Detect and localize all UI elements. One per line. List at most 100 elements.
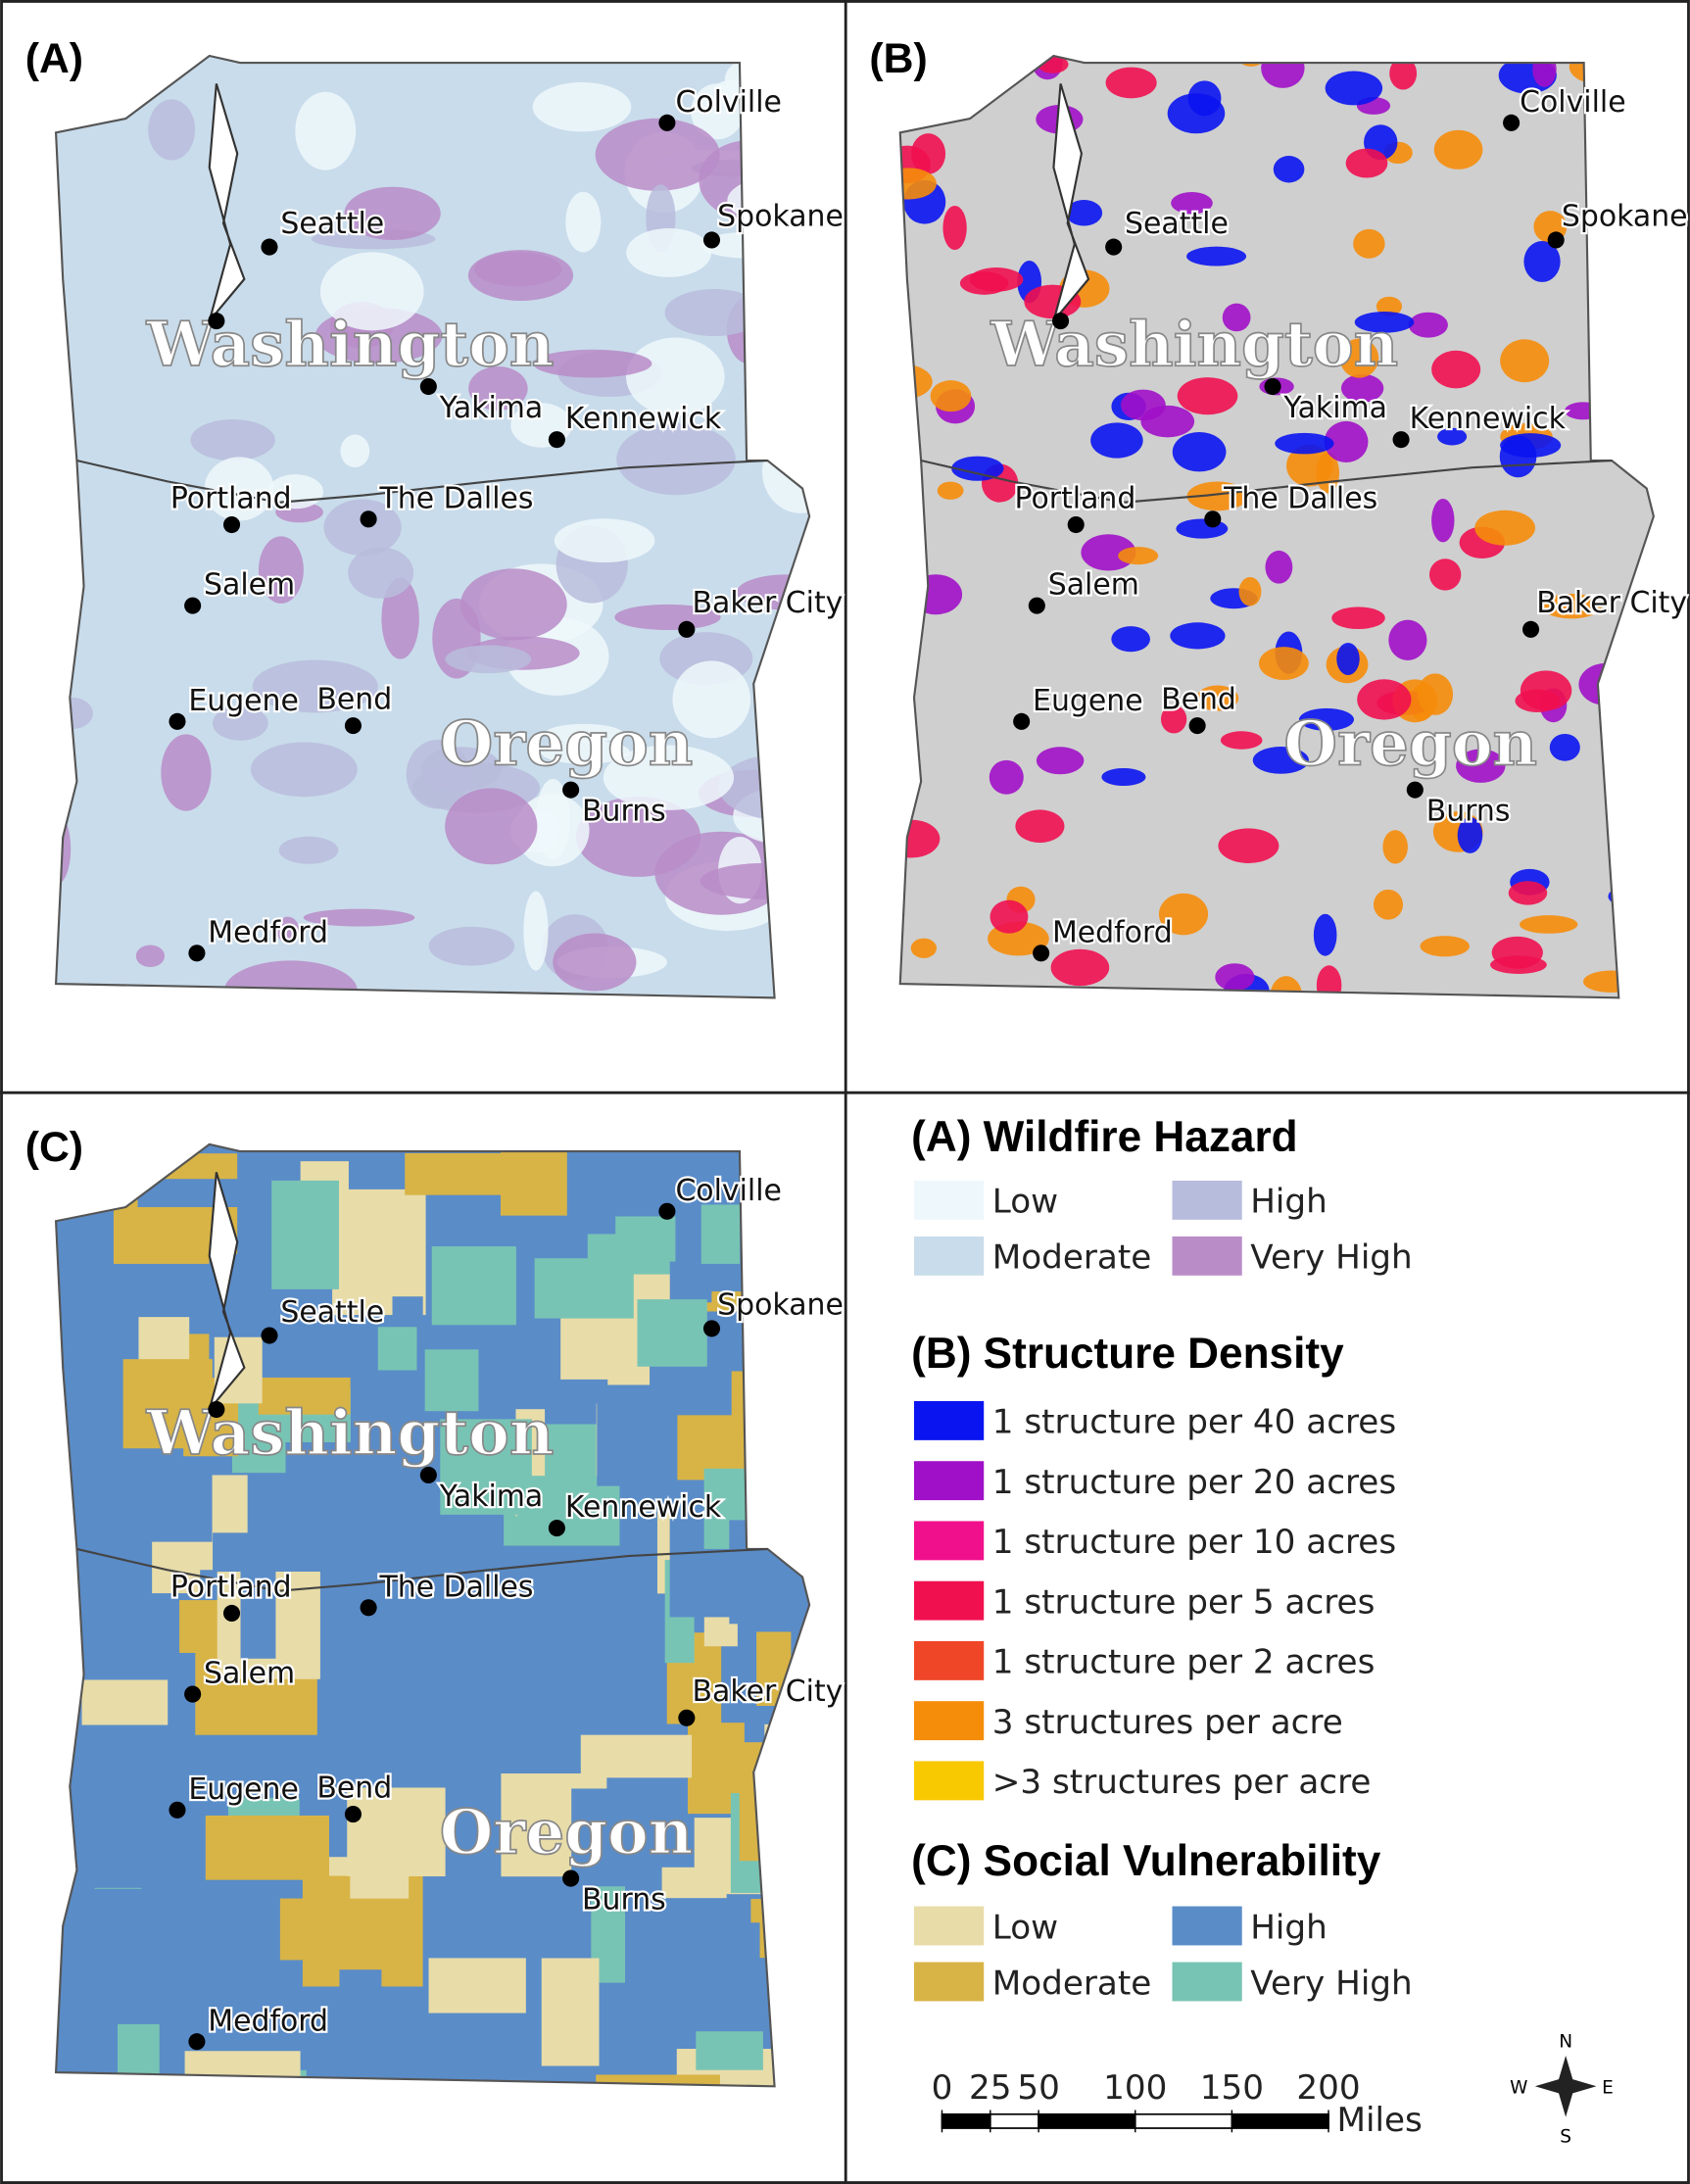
map-region: [1499, 435, 1537, 478]
map-region: [1569, 55, 1629, 85]
map-region: [1610, 326, 1654, 369]
legend-swatch: [1172, 1906, 1242, 1946]
puget-sound: [1052, 83, 1090, 322]
scale-segment: [1038, 2112, 1136, 2129]
compass-s: S: [1560, 2126, 1571, 2147]
city-label: Eugene: [188, 684, 299, 718]
map-region: [1298, 707, 1354, 731]
map-region: [1417, 673, 1454, 715]
legend-label: Low: [992, 1908, 1058, 1947]
state-outline: [898, 54, 1655, 999]
map-region: [696, 2031, 763, 2070]
map-region: [1340, 373, 1384, 403]
legend-swatch: [914, 1580, 985, 1621]
map-region: [718, 753, 810, 821]
map-region: [1118, 547, 1159, 565]
map-region: [258, 536, 304, 604]
scale-segment: [989, 2112, 1039, 2129]
map-region: [951, 456, 1004, 481]
legend-label: High: [1250, 1183, 1328, 1222]
map-region: [949, 62, 1003, 95]
map: (A) Washington Oregon Colville Spokane Seattl…: [25, 35, 845, 999]
legend-swatch: [914, 1906, 985, 1946]
map-region: [899, 364, 933, 400]
city-label: Baker City: [693, 586, 844, 620]
map-region: [1520, 670, 1572, 711]
state-border: [76, 459, 768, 504]
state-border: [76, 1547, 768, 1592]
city-label: Portland: [1015, 481, 1136, 515]
map-region: [1186, 481, 1248, 511]
compass-e: E: [1602, 2077, 1614, 2098]
map-region: [909, 574, 963, 615]
scale-label: 25: [969, 2068, 1011, 2108]
map-fill: [56, 1143, 810, 2087]
map-region: [664, 289, 764, 337]
city-label: Colville: [675, 1174, 781, 1208]
city-dot: [678, 1709, 696, 1726]
map-region: [303, 908, 415, 927]
state-border: [920, 459, 1613, 504]
map-region: [1132, 991, 1176, 998]
map-region: [454, 2024, 555, 2087]
map-region: [1541, 593, 1602, 619]
map-region: [252, 659, 378, 713]
map-region: [1431, 350, 1481, 389]
map-region: [1357, 679, 1412, 720]
map-region: [1325, 71, 1383, 106]
map-region: [1324, 420, 1369, 462]
map-region: [1177, 377, 1238, 415]
map-region: [1500, 339, 1550, 383]
map-region: [989, 759, 1024, 795]
map-region: [377, 1327, 417, 1371]
state-label: Washington: [990, 308, 1398, 380]
puget-sound: [208, 1172, 246, 1411]
map-region: [1474, 510, 1535, 546]
city-label: Bend: [316, 683, 392, 717]
city-label: Medford: [208, 915, 328, 949]
compass-w: W: [1510, 2077, 1527, 2098]
city-label: Bend: [1161, 683, 1236, 717]
map-region: [1433, 129, 1483, 170]
map-region: [424, 1349, 479, 1412]
map-region: [1373, 889, 1404, 920]
map-region: [1408, 312, 1448, 338]
legend-label: 1 structure per 10 acres: [992, 1523, 1396, 1562]
map-region: [1345, 148, 1388, 178]
city-dot: [548, 431, 565, 449]
legend-label: Moderate: [992, 1964, 1152, 2003]
map: (C) Washington Oregon Colville Spokane Seattl…: [25, 1124, 845, 2088]
state-label: Washington: [146, 1396, 555, 1469]
map-region: [428, 1958, 526, 2014]
map-region: [616, 422, 736, 496]
map-region: [899, 819, 941, 858]
city-label: Salem: [1048, 568, 1139, 603]
map-region: [223, 960, 358, 998]
legend-swatch: [914, 1400, 985, 1440]
legend-label: Moderate: [992, 1238, 1152, 1278]
map-region: [295, 91, 357, 170]
city-dot: [261, 238, 278, 256]
city-dot: [419, 1466, 437, 1484]
map-region: [184, 2051, 301, 2087]
city-dot: [169, 712, 186, 730]
city-dot: [360, 1599, 377, 1617]
map-region: [204, 457, 274, 521]
map-region: [532, 81, 632, 132]
map-region: [568, 1569, 628, 1612]
map-region: [1437, 427, 1468, 446]
map-region: [1382, 830, 1408, 864]
map-region: [1316, 965, 1342, 998]
map-region: [285, 1441, 410, 1502]
map-region: [271, 1180, 339, 1289]
city-dot: [678, 620, 696, 638]
city-dot: [1264, 377, 1281, 396]
map-region: [637, 1299, 707, 1367]
panel-label: (C): [25, 1124, 83, 1171]
map-region: [1565, 402, 1602, 420]
map-region: [1252, 747, 1309, 774]
city-dot: [1067, 515, 1085, 534]
map-region: [122, 1359, 213, 1449]
map-region: [1388, 619, 1427, 660]
map-region: [554, 518, 655, 563]
